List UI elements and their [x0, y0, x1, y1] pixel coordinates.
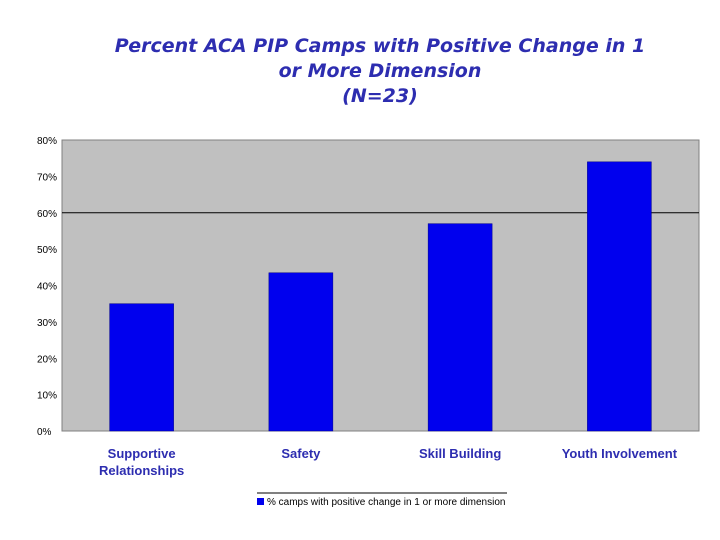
- bar: [587, 161, 652, 432]
- y-tick-label: 10%: [37, 391, 57, 402]
- chart-title-line-1: Percent ACA PIP Camps with Positive Chan…: [114, 35, 646, 57]
- y-tick-label: 80%: [37, 136, 57, 147]
- legend-swatch: [257, 498, 264, 505]
- y-tick-label: 70%: [37, 172, 57, 183]
- bar: [109, 303, 174, 432]
- y-tick-label: 50%: [37, 245, 57, 256]
- y-tick-label: 20%: [37, 354, 57, 365]
- x-category-label: Supportive: [108, 446, 176, 461]
- x-category-label: Safety: [281, 446, 321, 461]
- x-category-label: Skill Building: [419, 446, 501, 461]
- bar: [268, 272, 334, 432]
- y-tick-label: 0%: [37, 427, 52, 438]
- y-tick-label: 30%: [37, 318, 57, 329]
- chart-title: Percent ACA PIP Camps with Positive Chan…: [60, 34, 700, 109]
- x-category-label: Youth Involvement: [562, 446, 678, 461]
- chart-title-line-2: or More Dimension: [278, 60, 482, 82]
- x-category-label: Relationships: [99, 463, 184, 478]
- y-tick-label: 40%: [37, 282, 57, 293]
- y-tick-label: 60%: [37, 209, 57, 220]
- legend-label: % camps with positive change in 1 or mor…: [267, 497, 505, 508]
- chart-title-line-3: (N=23): [342, 85, 418, 107]
- bar: [427, 223, 493, 432]
